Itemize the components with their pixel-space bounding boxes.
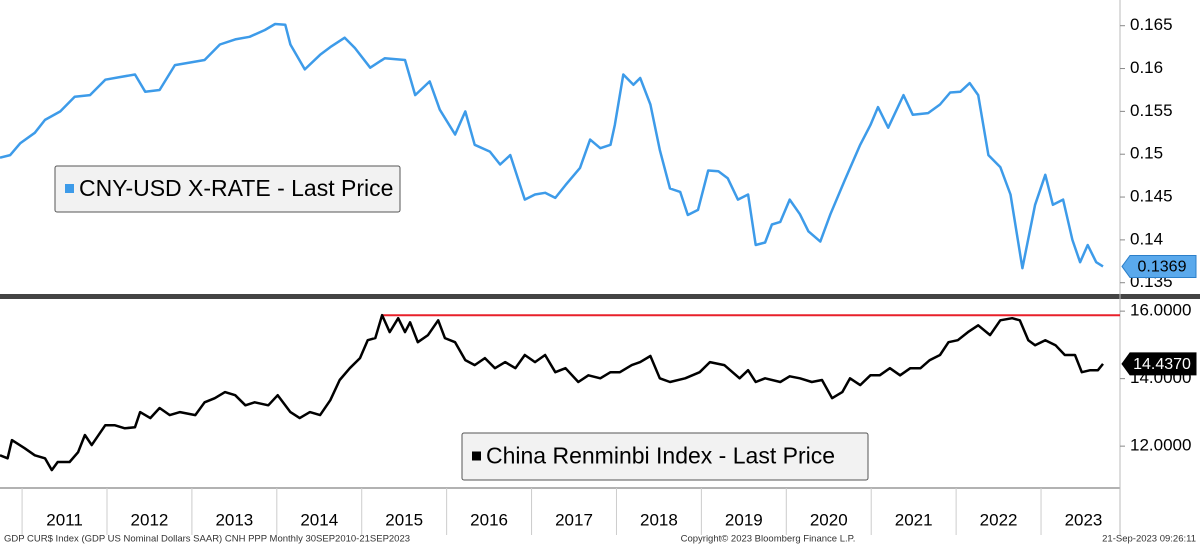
last-price-label: 14.4370	[1133, 356, 1191, 373]
x-tick-label: 2018	[640, 510, 678, 529]
x-tick-label: 2014	[300, 510, 338, 529]
footer-right: 21-Sep-2023 09:26:11	[1102, 534, 1196, 545]
x-tick-label: 2017	[555, 510, 593, 529]
line-series	[0, 313, 1104, 472]
x-tick-label: 2011	[46, 510, 83, 529]
line-series	[0, 22, 1104, 270]
x-tick-label: 2020	[810, 510, 848, 529]
footer-center: Copyright© 2023 Bloomberg Finance L.P.	[681, 534, 856, 545]
y-tick-label: 16.0000	[1130, 301, 1191, 320]
legend-box	[461, 432, 869, 481]
footer-left: GDP CUR$ Index (GDP US Nominal Dollars S…	[4, 534, 410, 545]
legend-label: CNY-USD X-RATE - Last Price	[79, 175, 393, 201]
y-tick-label: 0.14	[1130, 229, 1163, 248]
panel-separator	[0, 294, 1200, 299]
x-tick-label: 2022	[980, 510, 1018, 529]
x-tick-label: 2023	[1065, 510, 1103, 529]
x-tick-label: 2016	[470, 510, 508, 529]
last-price-label: 0.1369	[1138, 259, 1187, 276]
y-tick-label: 0.145	[1130, 187, 1173, 206]
legend-swatch	[472, 451, 481, 461]
last-price-tag	[1121, 254, 1197, 278]
y-tick-label: 0.155	[1130, 101, 1173, 120]
y-tick-label: 0.15	[1130, 144, 1163, 163]
legend-swatch	[65, 184, 74, 193]
legend-label: China Renminbi Index - Last Price	[486, 443, 835, 469]
y-tick-label: 0.16	[1130, 58, 1163, 77]
x-tick-label: 2015	[385, 510, 423, 529]
x-tick-label: 2012	[131, 510, 169, 529]
y-tick-label: 0.165	[1130, 15, 1173, 34]
last-price-tag	[1121, 352, 1197, 376]
x-tick-label: 2021	[895, 510, 933, 529]
y-tick-label: 12.0000	[1130, 436, 1191, 455]
x-tick-label: 2019	[725, 510, 763, 529]
legend-box	[54, 165, 401, 213]
x-tick-label: 2013	[215, 510, 253, 529]
